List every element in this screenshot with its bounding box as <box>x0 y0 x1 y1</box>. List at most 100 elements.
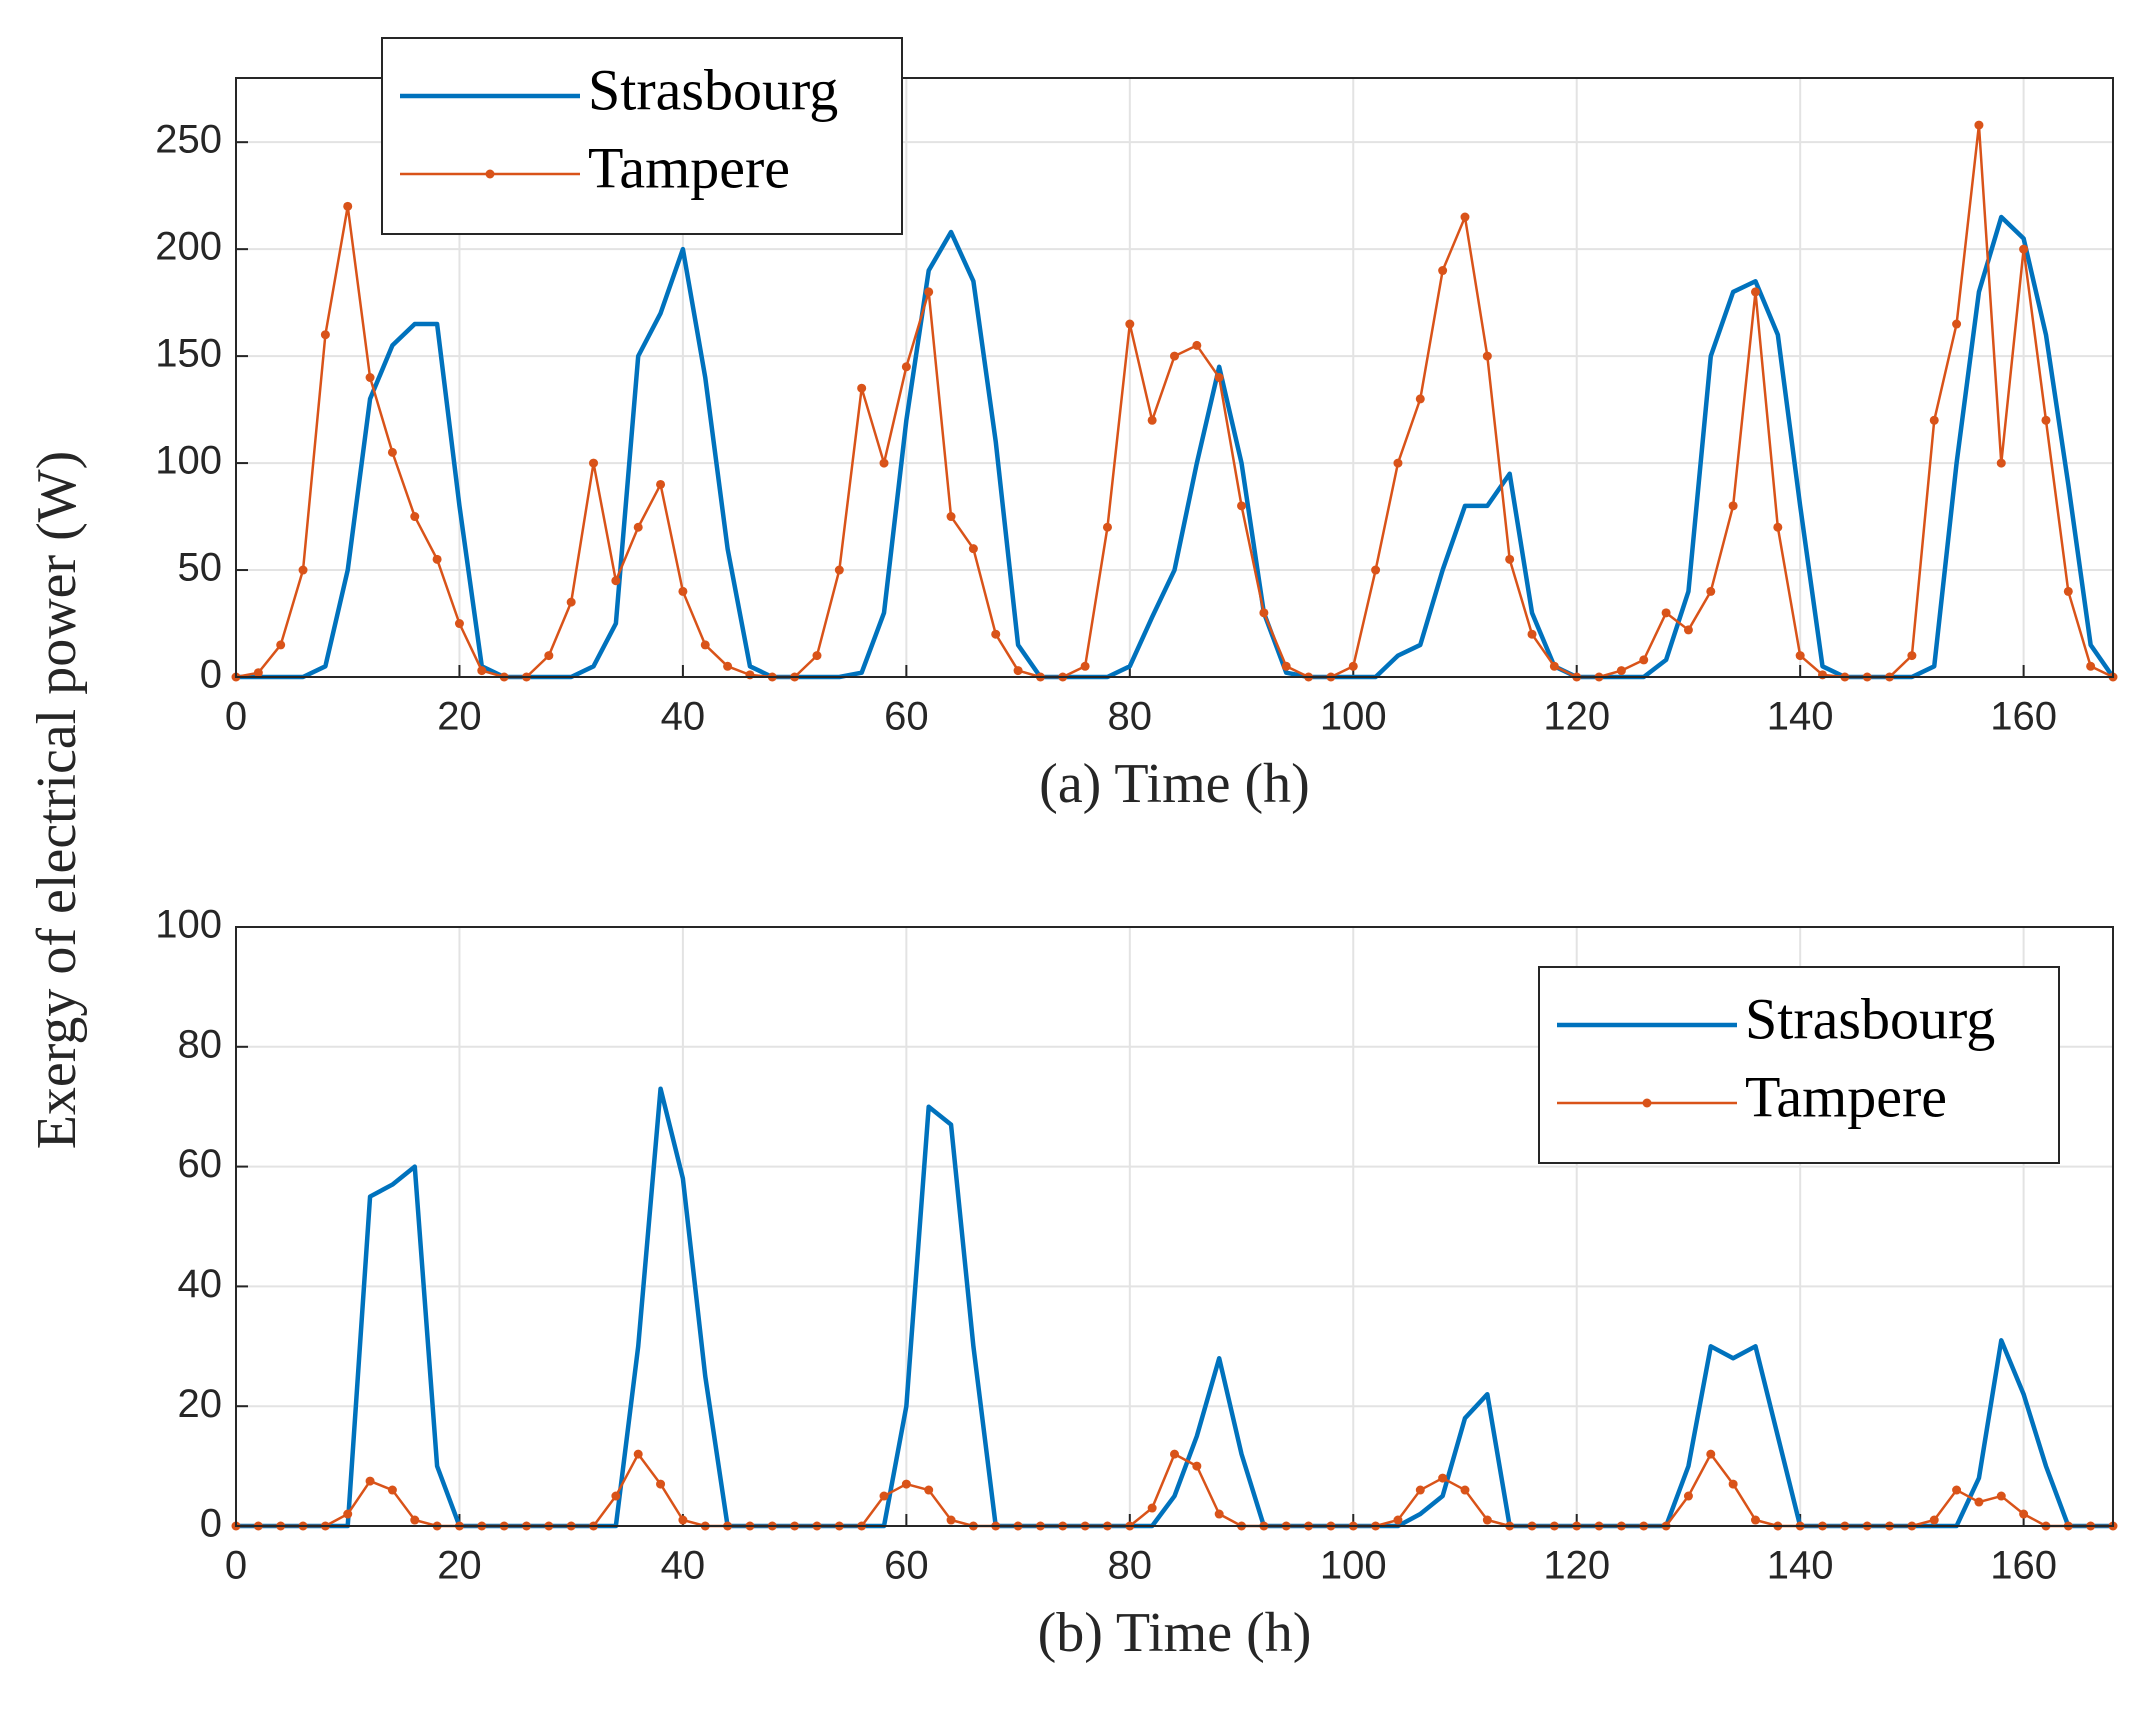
marker <box>991 629 1001 639</box>
marker <box>1750 1515 1760 1525</box>
marker <box>387 1485 397 1495</box>
marker <box>1214 373 1224 382</box>
axes-box <box>235 77 2114 678</box>
marker <box>678 586 688 596</box>
marker <box>1393 458 1403 468</box>
y-tick-label: 50 <box>178 546 223 590</box>
marker <box>1460 212 1470 222</box>
x-tick-label: 160 <box>1990 695 2057 739</box>
marker <box>857 383 867 393</box>
marker <box>1616 666 1626 676</box>
marker <box>1661 608 1671 618</box>
marker <box>1438 1473 1448 1483</box>
y-tick-label: 250 <box>155 118 222 162</box>
y-tick-label: 40 <box>178 1262 223 1306</box>
marker <box>1907 651 1917 661</box>
marker <box>901 1479 911 1489</box>
marker <box>879 1491 889 1501</box>
marker <box>1147 415 1157 425</box>
legend-box <box>1538 966 2060 1164</box>
marker <box>1415 1485 1425 1495</box>
marker <box>1170 1449 1179 1459</box>
marker <box>410 1515 420 1525</box>
marker <box>1683 625 1693 635</box>
marker <box>253 668 263 678</box>
legend-box <box>381 37 903 235</box>
y-tick-label: 80 <box>178 1022 223 1066</box>
marker <box>879 458 889 468</box>
x-tick-label: 60 <box>884 1544 929 1588</box>
x-tick-label: 120 <box>1543 1544 1610 1588</box>
x-axis-label: (a) Time (h) <box>1039 753 1310 815</box>
marker <box>2019 244 2029 254</box>
marker <box>1996 1491 2006 1501</box>
marker <box>1214 1509 1224 1519</box>
marker <box>589 458 599 468</box>
x-tick-label: 40 <box>661 1544 706 1588</box>
marker <box>1438 266 1448 276</box>
marker <box>1974 120 1984 130</box>
marker <box>343 1509 353 1519</box>
marker <box>611 1491 621 1501</box>
y-tick-label: 20 <box>178 1382 223 1426</box>
y-tick-label: 100 <box>155 903 222 947</box>
marker <box>924 1485 934 1495</box>
marker <box>700 640 710 650</box>
marker <box>1549 661 1559 671</box>
marker <box>2086 661 2096 671</box>
marker <box>1929 415 1939 425</box>
x-tick-label: 140 <box>1767 695 1834 739</box>
x-tick-label: 20 <box>437 695 482 739</box>
x-tick-label: 120 <box>1543 695 1610 739</box>
marker <box>1192 340 1202 350</box>
marker <box>1818 670 1828 680</box>
marker <box>1460 1485 1470 1495</box>
marker <box>745 670 755 680</box>
x-tick-label: 140 <box>1767 1544 1834 1588</box>
marker <box>1952 319 1962 329</box>
marker <box>365 1476 375 1486</box>
legend-marker <box>485 169 495 179</box>
x-tick-label: 0 <box>225 1544 247 1588</box>
marker <box>1170 351 1179 361</box>
marker <box>1259 608 1269 618</box>
marker <box>1706 1449 1716 1459</box>
marker <box>1952 1485 1962 1495</box>
marker <box>656 479 666 489</box>
marker <box>1639 655 1649 665</box>
marker <box>1013 666 1023 676</box>
x-tick-label: 40 <box>661 695 706 739</box>
marker <box>611 576 621 586</box>
y-axis-label: Exergy of electrical power (W) <box>26 451 88 1150</box>
marker <box>1683 1491 1693 1501</box>
x-tick-label: 100 <box>1320 695 1387 739</box>
marker <box>1505 554 1515 564</box>
marker <box>276 640 286 650</box>
marker <box>1348 661 1358 671</box>
marker <box>1929 1515 1939 1525</box>
marker <box>387 447 397 457</box>
marker <box>1147 1503 1157 1513</box>
legend-label: Tampere <box>1745 1064 1947 1129</box>
marker <box>2019 1509 2029 1519</box>
y-tick-label: 200 <box>155 225 222 269</box>
x-tick-label: 60 <box>884 695 929 739</box>
y-tick-label: 150 <box>155 332 222 376</box>
y-tick-label: 0 <box>200 1502 222 1546</box>
marker <box>1281 661 1291 671</box>
legend-label: Tampere <box>588 135 790 200</box>
marker <box>2041 415 2051 425</box>
marker <box>1706 586 1716 596</box>
marker <box>1996 458 2006 468</box>
x-tick-label: 100 <box>1320 1544 1387 1588</box>
marker <box>1795 651 1805 661</box>
marker <box>1974 1497 1984 1507</box>
legend-marker <box>1642 1098 1652 1108</box>
marker <box>365 373 375 382</box>
marker <box>1728 501 1738 511</box>
legend-label: Strasbourg <box>1745 986 1995 1051</box>
marker <box>2063 586 2073 596</box>
marker <box>656 1479 666 1489</box>
marker <box>812 651 822 661</box>
marker <box>1527 629 1537 639</box>
